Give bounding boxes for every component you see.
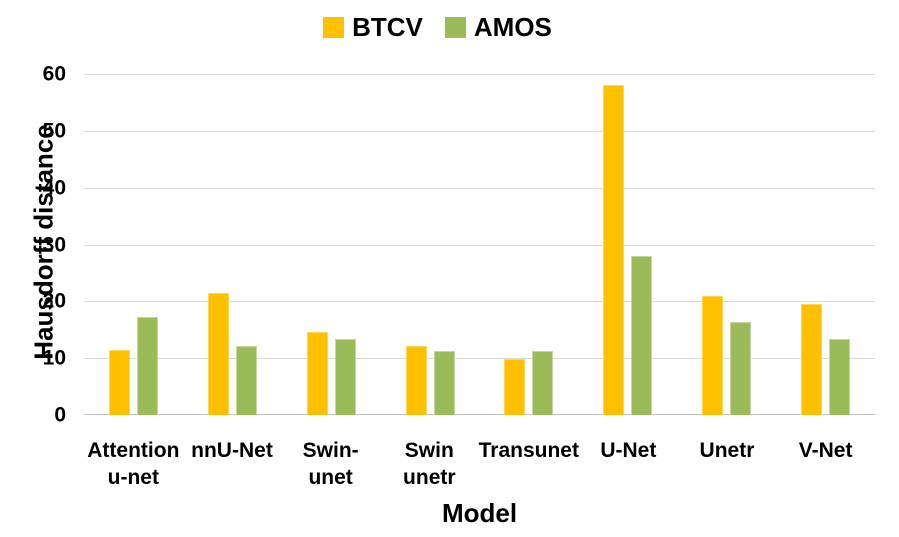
bar-amos-swin-unet [334,338,356,415]
gridline-20 [84,301,875,303]
x-axis-line [84,414,875,415]
x-tick-label-swin-unetr: Swin unetr [403,439,456,489]
bar-amos-attention-u-net [136,317,158,415]
bar-btcv-unetr [702,295,724,415]
legend-label: BTCV [352,12,423,42]
legend: BTCV AMOS [0,12,887,43]
bar-group-attention-u-net [84,74,183,415]
bar-group-transunet [480,74,579,415]
x-tick-label-u-net: U-Net [600,439,657,462]
amos-swatch-icon [444,17,466,38]
x-tick-label-nnu-net: nnU-Net [191,439,273,462]
y-tick-label-60: 60 [42,62,66,86]
plot-area [84,74,875,415]
x-tick-label-attention-u-net: Attention u-net [87,439,180,489]
bar-group-swin-unetr [381,74,480,415]
bar-amos-nnu-net [235,345,257,415]
y-tick-label-30: 30 [42,233,66,256]
x-tick-label-transunet: Transunet [478,439,579,462]
y-tick-label-40: 40 [42,176,66,200]
x-tick-label-v-net: V-Net [798,439,853,462]
bar-amos-unetr [730,322,752,415]
bar-btcv-u-net [603,85,625,415]
bar-btcv-swin-unetr [405,346,427,415]
x-tick-label-swin-unet: Swin-unet [302,439,359,489]
bar-btcv-transunet [504,359,526,415]
y-tick-label-0: 0 [54,403,66,427]
y-tick-label-10: 10 [42,346,66,370]
legend-label: AMOS [473,12,552,42]
bar-amos-swin-unetr [433,350,455,415]
y-tick-label-20: 20 [42,289,66,313]
bar-group-v-net [776,74,875,415]
x-axis-tick-labels: Attention u-net nnU-Net Swin-unet Swin unet… [84,437,875,491]
gridline-60 [84,74,875,75]
btcv-swatch-icon [323,17,345,38]
gridline-30 [84,244,875,246]
legend-item-amos: AMOS [444,12,552,43]
bar-btcv-nnu-net [207,293,229,415]
legend-item-btcv: BTCV [323,12,423,43]
bar-btcv-swin-unet [306,332,328,415]
bar-amos-transunet [532,350,554,415]
gridline-50 [84,130,875,132]
bar-btcv-attention-u-net [108,349,130,415]
bar-group-nnu-net [183,74,282,415]
bar-group-unetr [677,74,776,415]
x-axis-title: Model [441,498,518,528]
gridline-40 [84,187,875,189]
bar-groups [84,74,875,415]
bar-group-swin-unet [282,74,381,415]
y-tick-label-50: 50 [42,119,66,143]
bar-amos-u-net [631,255,653,415]
gridline-10 [84,358,875,360]
bar-btcv-v-net [801,304,823,415]
x-tick-label-unetr: Unetr [699,439,755,462]
bar-group-u-net [578,74,677,415]
y-axis-tick-labels: 0 10 20 30 40 50 60 [0,64,66,426]
bar-amos-v-net [829,339,851,415]
